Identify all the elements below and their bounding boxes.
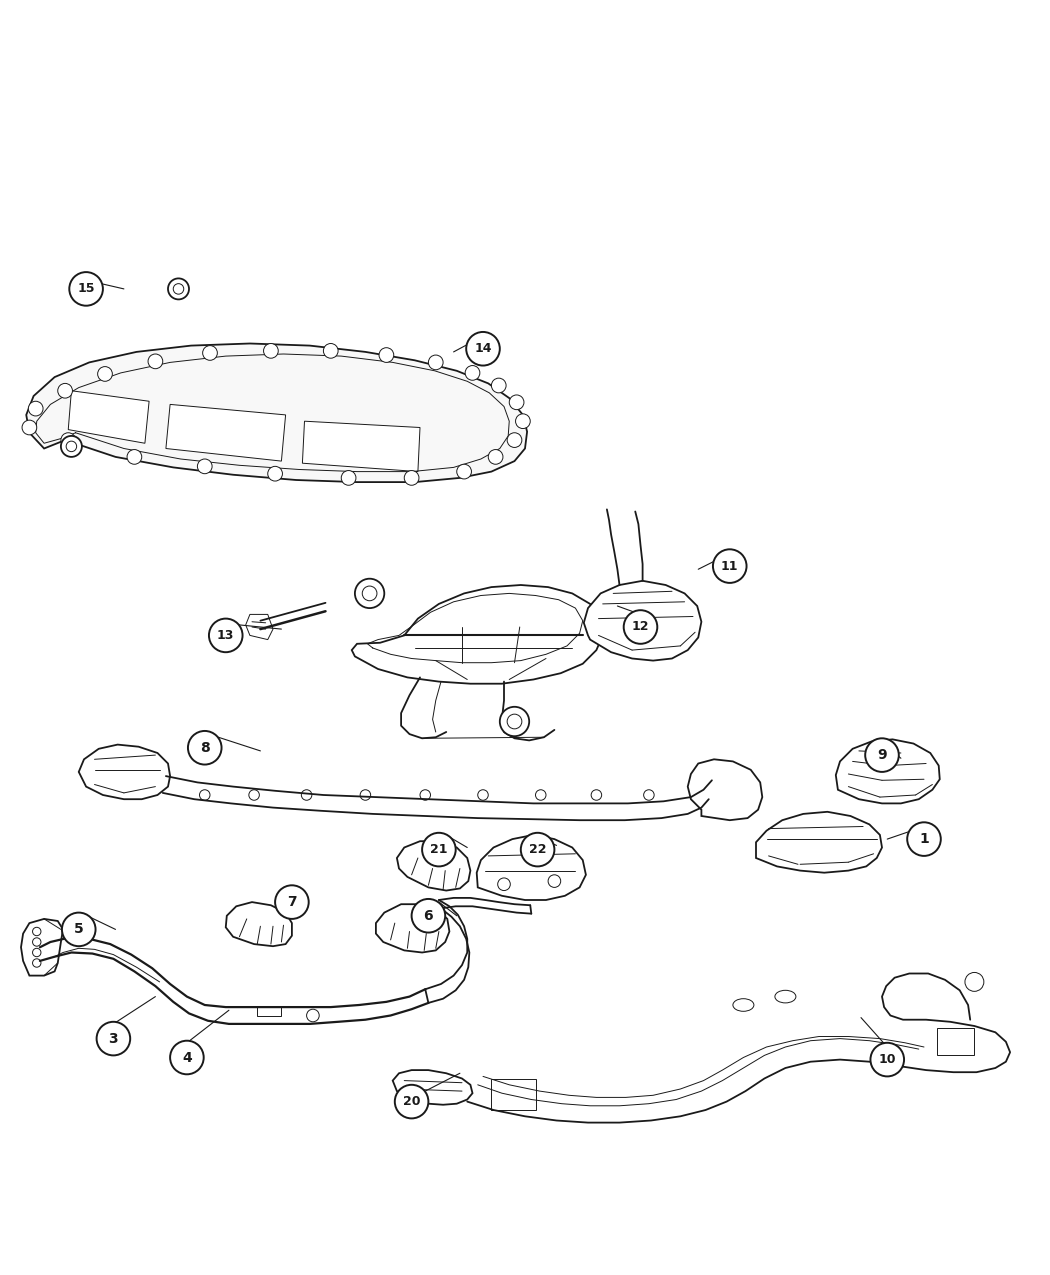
- Circle shape: [264, 343, 278, 358]
- Circle shape: [488, 450, 503, 464]
- Circle shape: [28, 402, 43, 416]
- Polygon shape: [937, 1028, 974, 1056]
- Circle shape: [61, 432, 76, 448]
- Text: 7: 7: [287, 895, 297, 909]
- Circle shape: [907, 822, 941, 856]
- Text: 4: 4: [182, 1051, 192, 1065]
- Circle shape: [395, 1085, 428, 1118]
- Circle shape: [516, 414, 530, 428]
- Polygon shape: [68, 390, 149, 444]
- Text: 12: 12: [632, 621, 649, 634]
- Circle shape: [379, 348, 394, 362]
- Circle shape: [148, 354, 163, 368]
- Circle shape: [58, 384, 72, 398]
- Circle shape: [170, 1040, 204, 1075]
- Circle shape: [22, 421, 37, 435]
- Circle shape: [624, 611, 657, 644]
- Polygon shape: [26, 343, 527, 482]
- Circle shape: [428, 354, 443, 370]
- Polygon shape: [836, 740, 940, 803]
- Circle shape: [188, 731, 222, 765]
- Circle shape: [341, 470, 356, 486]
- Text: 9: 9: [877, 748, 887, 762]
- Text: 8: 8: [200, 741, 210, 755]
- Circle shape: [457, 464, 471, 479]
- Text: 3: 3: [108, 1031, 119, 1046]
- Circle shape: [713, 550, 747, 583]
- Polygon shape: [246, 615, 273, 640]
- Polygon shape: [376, 904, 449, 952]
- Text: 6: 6: [423, 909, 434, 923]
- Circle shape: [268, 467, 282, 481]
- Polygon shape: [302, 421, 420, 472]
- Circle shape: [870, 1043, 904, 1076]
- Circle shape: [465, 366, 480, 380]
- Circle shape: [62, 913, 96, 946]
- Text: 14: 14: [475, 342, 491, 356]
- Circle shape: [404, 470, 419, 486]
- Circle shape: [865, 738, 899, 771]
- Text: 1: 1: [919, 833, 929, 847]
- Text: 13: 13: [217, 629, 234, 641]
- Circle shape: [98, 367, 112, 381]
- Text: 20: 20: [403, 1095, 420, 1108]
- Circle shape: [500, 706, 529, 736]
- Circle shape: [323, 343, 338, 358]
- Circle shape: [203, 346, 217, 361]
- Polygon shape: [393, 1070, 472, 1104]
- Circle shape: [61, 436, 82, 456]
- Text: 15: 15: [78, 282, 94, 296]
- Polygon shape: [477, 835, 586, 900]
- Polygon shape: [584, 581, 701, 660]
- Circle shape: [355, 579, 384, 608]
- Circle shape: [491, 379, 506, 393]
- Text: 11: 11: [721, 560, 738, 572]
- Text: 22: 22: [529, 843, 546, 856]
- Circle shape: [275, 885, 309, 919]
- Circle shape: [209, 618, 243, 653]
- Polygon shape: [79, 745, 170, 799]
- Circle shape: [521, 833, 554, 867]
- Circle shape: [127, 450, 142, 464]
- Circle shape: [197, 459, 212, 474]
- Circle shape: [97, 1021, 130, 1056]
- Circle shape: [509, 395, 524, 409]
- Circle shape: [168, 278, 189, 300]
- Circle shape: [507, 432, 522, 448]
- Polygon shape: [352, 585, 603, 683]
- Polygon shape: [226, 903, 292, 946]
- Polygon shape: [756, 812, 882, 872]
- Polygon shape: [257, 1007, 281, 1015]
- Text: 5: 5: [74, 922, 84, 936]
- Polygon shape: [166, 404, 286, 462]
- Circle shape: [466, 332, 500, 366]
- Polygon shape: [397, 842, 470, 890]
- Polygon shape: [491, 1079, 536, 1111]
- Circle shape: [412, 899, 445, 932]
- Text: 21: 21: [430, 843, 447, 856]
- Circle shape: [69, 272, 103, 306]
- Polygon shape: [21, 919, 63, 975]
- Polygon shape: [688, 760, 762, 820]
- Text: 10: 10: [879, 1053, 896, 1066]
- Circle shape: [422, 833, 456, 867]
